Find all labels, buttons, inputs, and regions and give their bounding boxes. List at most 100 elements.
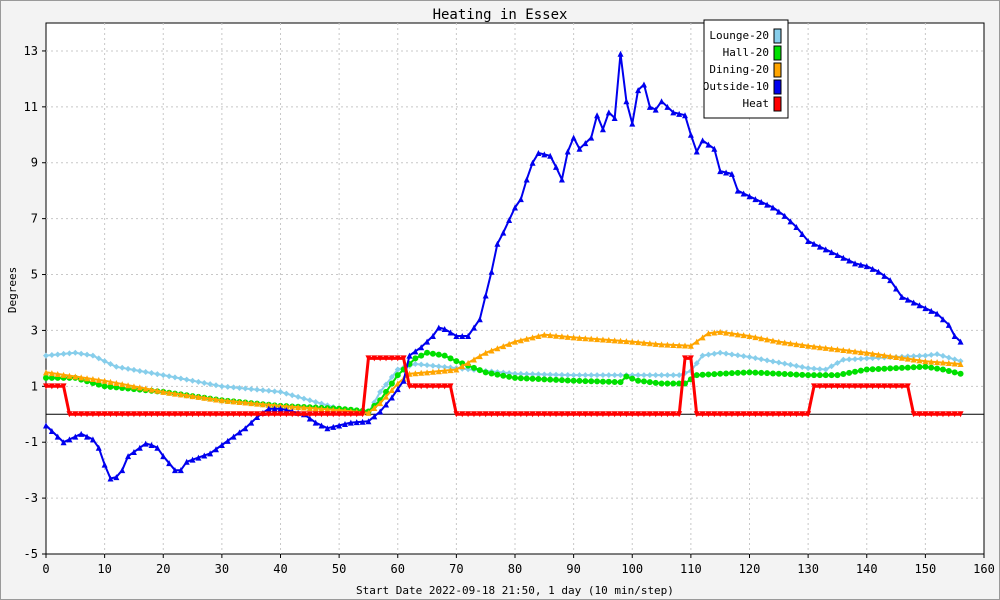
lounge-20-point — [43, 352, 49, 359]
dining-20-point — [898, 354, 905, 361]
dining-20-point — [435, 368, 442, 375]
hall-20-point — [418, 352, 425, 359]
heat-point — [341, 411, 348, 418]
dining-20-point — [48, 370, 55, 377]
lounge-20-point — [758, 356, 765, 363]
lounge-20-point — [230, 384, 237, 391]
hall-20-point — [816, 372, 823, 379]
heat-point — [154, 411, 161, 418]
heat-point — [558, 411, 565, 418]
dining-20-point — [512, 338, 518, 345]
hall-20-point — [394, 372, 401, 379]
hall-20-point — [810, 372, 817, 379]
heat-point — [687, 355, 694, 362]
heat-point — [564, 411, 571, 418]
outside-10-point — [523, 176, 530, 183]
hall-20-point — [594, 378, 601, 385]
dining-20-point — [95, 376, 102, 383]
heat-point — [869, 383, 876, 390]
heat-point — [623, 411, 630, 418]
outside-10-point — [177, 467, 184, 474]
heat-point — [570, 411, 577, 418]
dining-20-point — [494, 345, 501, 352]
heat-point — [470, 411, 477, 418]
outside-10-point — [183, 458, 190, 465]
dining-20-point — [881, 352, 888, 359]
outside-10-point — [758, 198, 765, 205]
dining-20-point — [500, 343, 507, 350]
heat-point — [189, 411, 196, 418]
dining-20-point — [318, 405, 325, 412]
hall-20-point — [717, 370, 724, 377]
lounge-20-point — [840, 356, 847, 363]
legend-label-lounge-20: Lounge-20 — [709, 29, 769, 42]
hall-20-point — [752, 369, 759, 376]
dining-20-point — [705, 330, 712, 337]
dining-20-point — [676, 342, 683, 349]
heat-point — [769, 411, 776, 418]
outside-10-point — [810, 240, 817, 247]
lounge-20-point — [113, 363, 120, 370]
dining-20-point — [183, 392, 190, 399]
y-tick-label: -5 — [24, 547, 38, 561]
y-axis-label: Degrees — [6, 267, 19, 313]
lounge-20-point — [945, 354, 952, 361]
outside-10-point — [136, 444, 143, 451]
dining-20-point — [72, 373, 79, 380]
dining-20-point — [424, 369, 431, 376]
dining-20-point — [201, 394, 208, 401]
dining-20-point — [488, 347, 495, 354]
x-tick-label: 70 — [449, 562, 463, 576]
outside-10-point — [558, 176, 565, 183]
hall-20-point — [500, 372, 507, 379]
heat-point — [242, 411, 249, 418]
hall-20-point — [916, 364, 923, 371]
hall-20-point — [869, 366, 876, 373]
y-tick-label: 1 — [31, 379, 38, 393]
heat-point — [535, 411, 542, 418]
heat-point — [447, 383, 454, 390]
lounge-20-point — [78, 350, 85, 357]
outside-10-point — [887, 277, 894, 284]
lounge-20-point — [553, 371, 560, 378]
dining-20-point — [412, 370, 419, 377]
heat-point — [816, 383, 823, 390]
x-tick-label: 0 — [42, 562, 49, 576]
dining-20-point — [740, 332, 747, 339]
y-tick-label: -3 — [24, 491, 38, 505]
outside-10-point — [447, 329, 454, 336]
hall-20-point — [799, 371, 806, 378]
hall-20-point — [547, 376, 554, 383]
hall-20-point — [95, 381, 102, 388]
lounge-20-point — [928, 351, 935, 358]
dining-20-point — [893, 353, 900, 360]
lounge-20-point — [664, 372, 671, 379]
lounge-20-point — [699, 352, 706, 359]
dining-20-point — [218, 397, 225, 404]
lounge-20-point — [805, 365, 812, 372]
heat-point — [394, 355, 401, 362]
outside-10-point — [359, 418, 366, 425]
heat-point — [125, 411, 132, 418]
heat-point — [664, 411, 671, 418]
outside-10-point — [517, 196, 524, 203]
outside-10-point — [383, 401, 390, 408]
dining-20-point — [904, 355, 911, 362]
heat-point — [775, 411, 782, 418]
lounge-20-point — [711, 350, 718, 357]
heat-point — [330, 411, 337, 418]
lounge-20-point — [412, 360, 419, 367]
legend: Lounge-20 Hall-20 Dining-20 Outside-10 Heat — [703, 19, 789, 119]
outside-10-point — [459, 333, 466, 340]
heat-point — [646, 411, 653, 418]
lounge-20-point — [388, 374, 395, 380]
outside-10-point — [752, 196, 759, 203]
heat-point — [424, 383, 431, 390]
lounge-20-point — [775, 359, 782, 366]
lounge-20-point — [259, 387, 266, 394]
lounge-20-point — [764, 357, 771, 364]
heat-point — [166, 411, 173, 418]
dining-20-point — [728, 330, 735, 337]
lounge-20-point — [107, 360, 114, 367]
lounge-20-point — [271, 388, 278, 395]
